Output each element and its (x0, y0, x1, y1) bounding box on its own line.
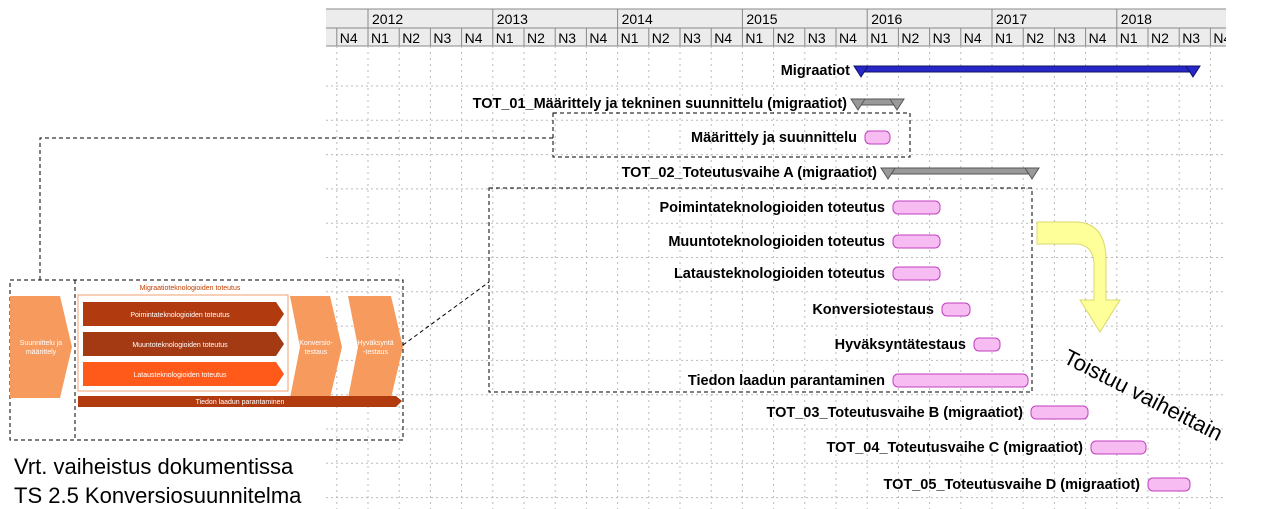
quarter-label: N3 (558, 30, 576, 46)
task-bar (1090, 440, 1147, 455)
task-label: Tiedon laadun parantaminen (688, 373, 885, 389)
quarter-label: N2 (777, 30, 795, 46)
quarter-label: N4 (589, 30, 607, 46)
quarter-label: N1 (1120, 30, 1138, 46)
task-label: TOT_04_Toteutusvaihe C (migraatiot) (827, 440, 1084, 456)
quarter-label: N3 (933, 30, 951, 46)
quarter-label: N1 (995, 30, 1013, 46)
task-label: TOT_02_Toteutusvaihe A (migraatiot) (622, 165, 878, 181)
year-label: 2015 (746, 11, 777, 27)
phase-chevron (10, 296, 72, 398)
quarter-label: N1 (496, 30, 514, 46)
quarter-label: N3 (433, 30, 451, 46)
task-bar (973, 337, 1001, 352)
phase-label: Suunnittelu ja (20, 340, 63, 347)
quarter-label: N3 (1057, 30, 1075, 46)
quarter-label: N2 (402, 30, 420, 46)
summary-end (880, 167, 896, 180)
summary-end (889, 98, 905, 111)
tasks: Migraatiot TOT_01_Määrittely ja tekninen … (473, 63, 1201, 493)
quarter-label: N4 (714, 30, 732, 46)
timeline: N3 N4 2012 N1 N2 N3 N4 2013 N1 N2 N3 N4 2014 N1 N2 N3 N4… (309, 8, 1231, 509)
quarter-label: N1 (745, 30, 763, 46)
tech-arrow (83, 332, 284, 356)
task-label: TOT_03_Toteutusvaihe B (migraatiot) (767, 405, 1024, 421)
year-label: 2012 (372, 11, 403, 27)
year-label: 2017 (996, 11, 1027, 27)
task-bar (941, 302, 971, 317)
task-bar (1030, 405, 1089, 420)
quarter-label: N1 (371, 30, 389, 46)
diagram-title: Migraatioteknologioiden toteutus (140, 285, 241, 292)
phase-label: Hyväksyntä (357, 340, 393, 347)
quarter-label: N3 (309, 30, 327, 46)
summary-end (853, 65, 869, 78)
summary-end (850, 98, 866, 111)
phase-chevron (290, 296, 342, 398)
phase-label: -testaus (363, 349, 388, 356)
connector (402, 281, 490, 346)
tech-label: Poimintateknologioiden toteutus (130, 312, 230, 319)
summary-bar (857, 65, 1197, 73)
task-label: TOT_05_Toteutusvaihe D (migraatiot) (884, 477, 1141, 493)
caption: Vrt. vaiheistus dokumentissa (14, 454, 294, 479)
quality-label: Tiedon laadun parantaminen (196, 399, 285, 406)
year-label: 2014 (622, 11, 653, 27)
quarter-label: N4 (1089, 30, 1107, 46)
tech-label: Muuntoteknologioiden toteutus (132, 342, 228, 349)
quarter-label: N4 (964, 30, 982, 46)
connector (39, 137, 553, 280)
year-label: 2013 (497, 11, 528, 27)
phase-chevron (348, 296, 403, 398)
quarter-label: N3 (1182, 30, 1200, 46)
repeat-arrow (1036, 221, 1121, 333)
quarter-label: N4 (340, 30, 358, 46)
quarter-label: N4 (839, 30, 857, 46)
tech-arrow (83, 362, 284, 386)
phase-label: Konversio- (299, 340, 333, 347)
summary-end (1185, 65, 1201, 78)
quality-bar (78, 396, 402, 407)
highlight-box (552, 112, 911, 158)
task-bar (892, 234, 941, 249)
task-label: Latausteknologioiden toteutus (674, 266, 885, 282)
task-label: Migraatiot (781, 63, 850, 79)
summary-end (1024, 167, 1040, 180)
quarter-label: N4 (1213, 30, 1231, 46)
task-bar (1147, 477, 1191, 492)
tech-arrow (83, 302, 284, 326)
quarter-label: N2 (901, 30, 919, 46)
quarter-label: N3 (808, 30, 826, 46)
task-bar (892, 266, 941, 281)
tech-label: Latausteknologioiden toteutus (133, 372, 227, 379)
task-label: Poimintateknologioiden toteutus (659, 200, 885, 216)
quarter-label: N4 (465, 30, 483, 46)
task-label: Määrittely ja suunnittelu (691, 130, 857, 146)
highlight-box (488, 187, 1033, 393)
phase-diagram: Migraatioteknologioiden toteutus Suunnitt… (9, 279, 404, 441)
quarter-label: N1 (621, 30, 639, 46)
caption: TS 2.5 Konversiosuunnitelma (14, 483, 302, 508)
group-box (77, 294, 289, 392)
phase-label: määrittely (26, 349, 57, 356)
quarter-label: N3 (683, 30, 701, 46)
quarter-label: N2 (652, 30, 670, 46)
year-label: 2018 (1121, 11, 1152, 27)
phase-label: testaus (305, 349, 328, 356)
year-label: 2016 (871, 11, 902, 27)
task-label: TOT_01_Määrittely ja tekninen suunnittel… (473, 96, 848, 112)
task-bar (892, 200, 941, 215)
quarter-label: N2 (1026, 30, 1044, 46)
quarter-label: N2 (527, 30, 545, 46)
quarter-label: N2 (1151, 30, 1169, 46)
task-label: Hyväksyntätestaus (835, 337, 966, 353)
task-label: Konversiotestaus (812, 302, 934, 318)
task-bar (892, 373, 1029, 388)
summary-bar (884, 167, 1036, 175)
task-label: Muuntoteknologioiden toteutus (668, 234, 885, 250)
task-bar (864, 130, 891, 145)
quarter-label: N1 (870, 30, 888, 46)
